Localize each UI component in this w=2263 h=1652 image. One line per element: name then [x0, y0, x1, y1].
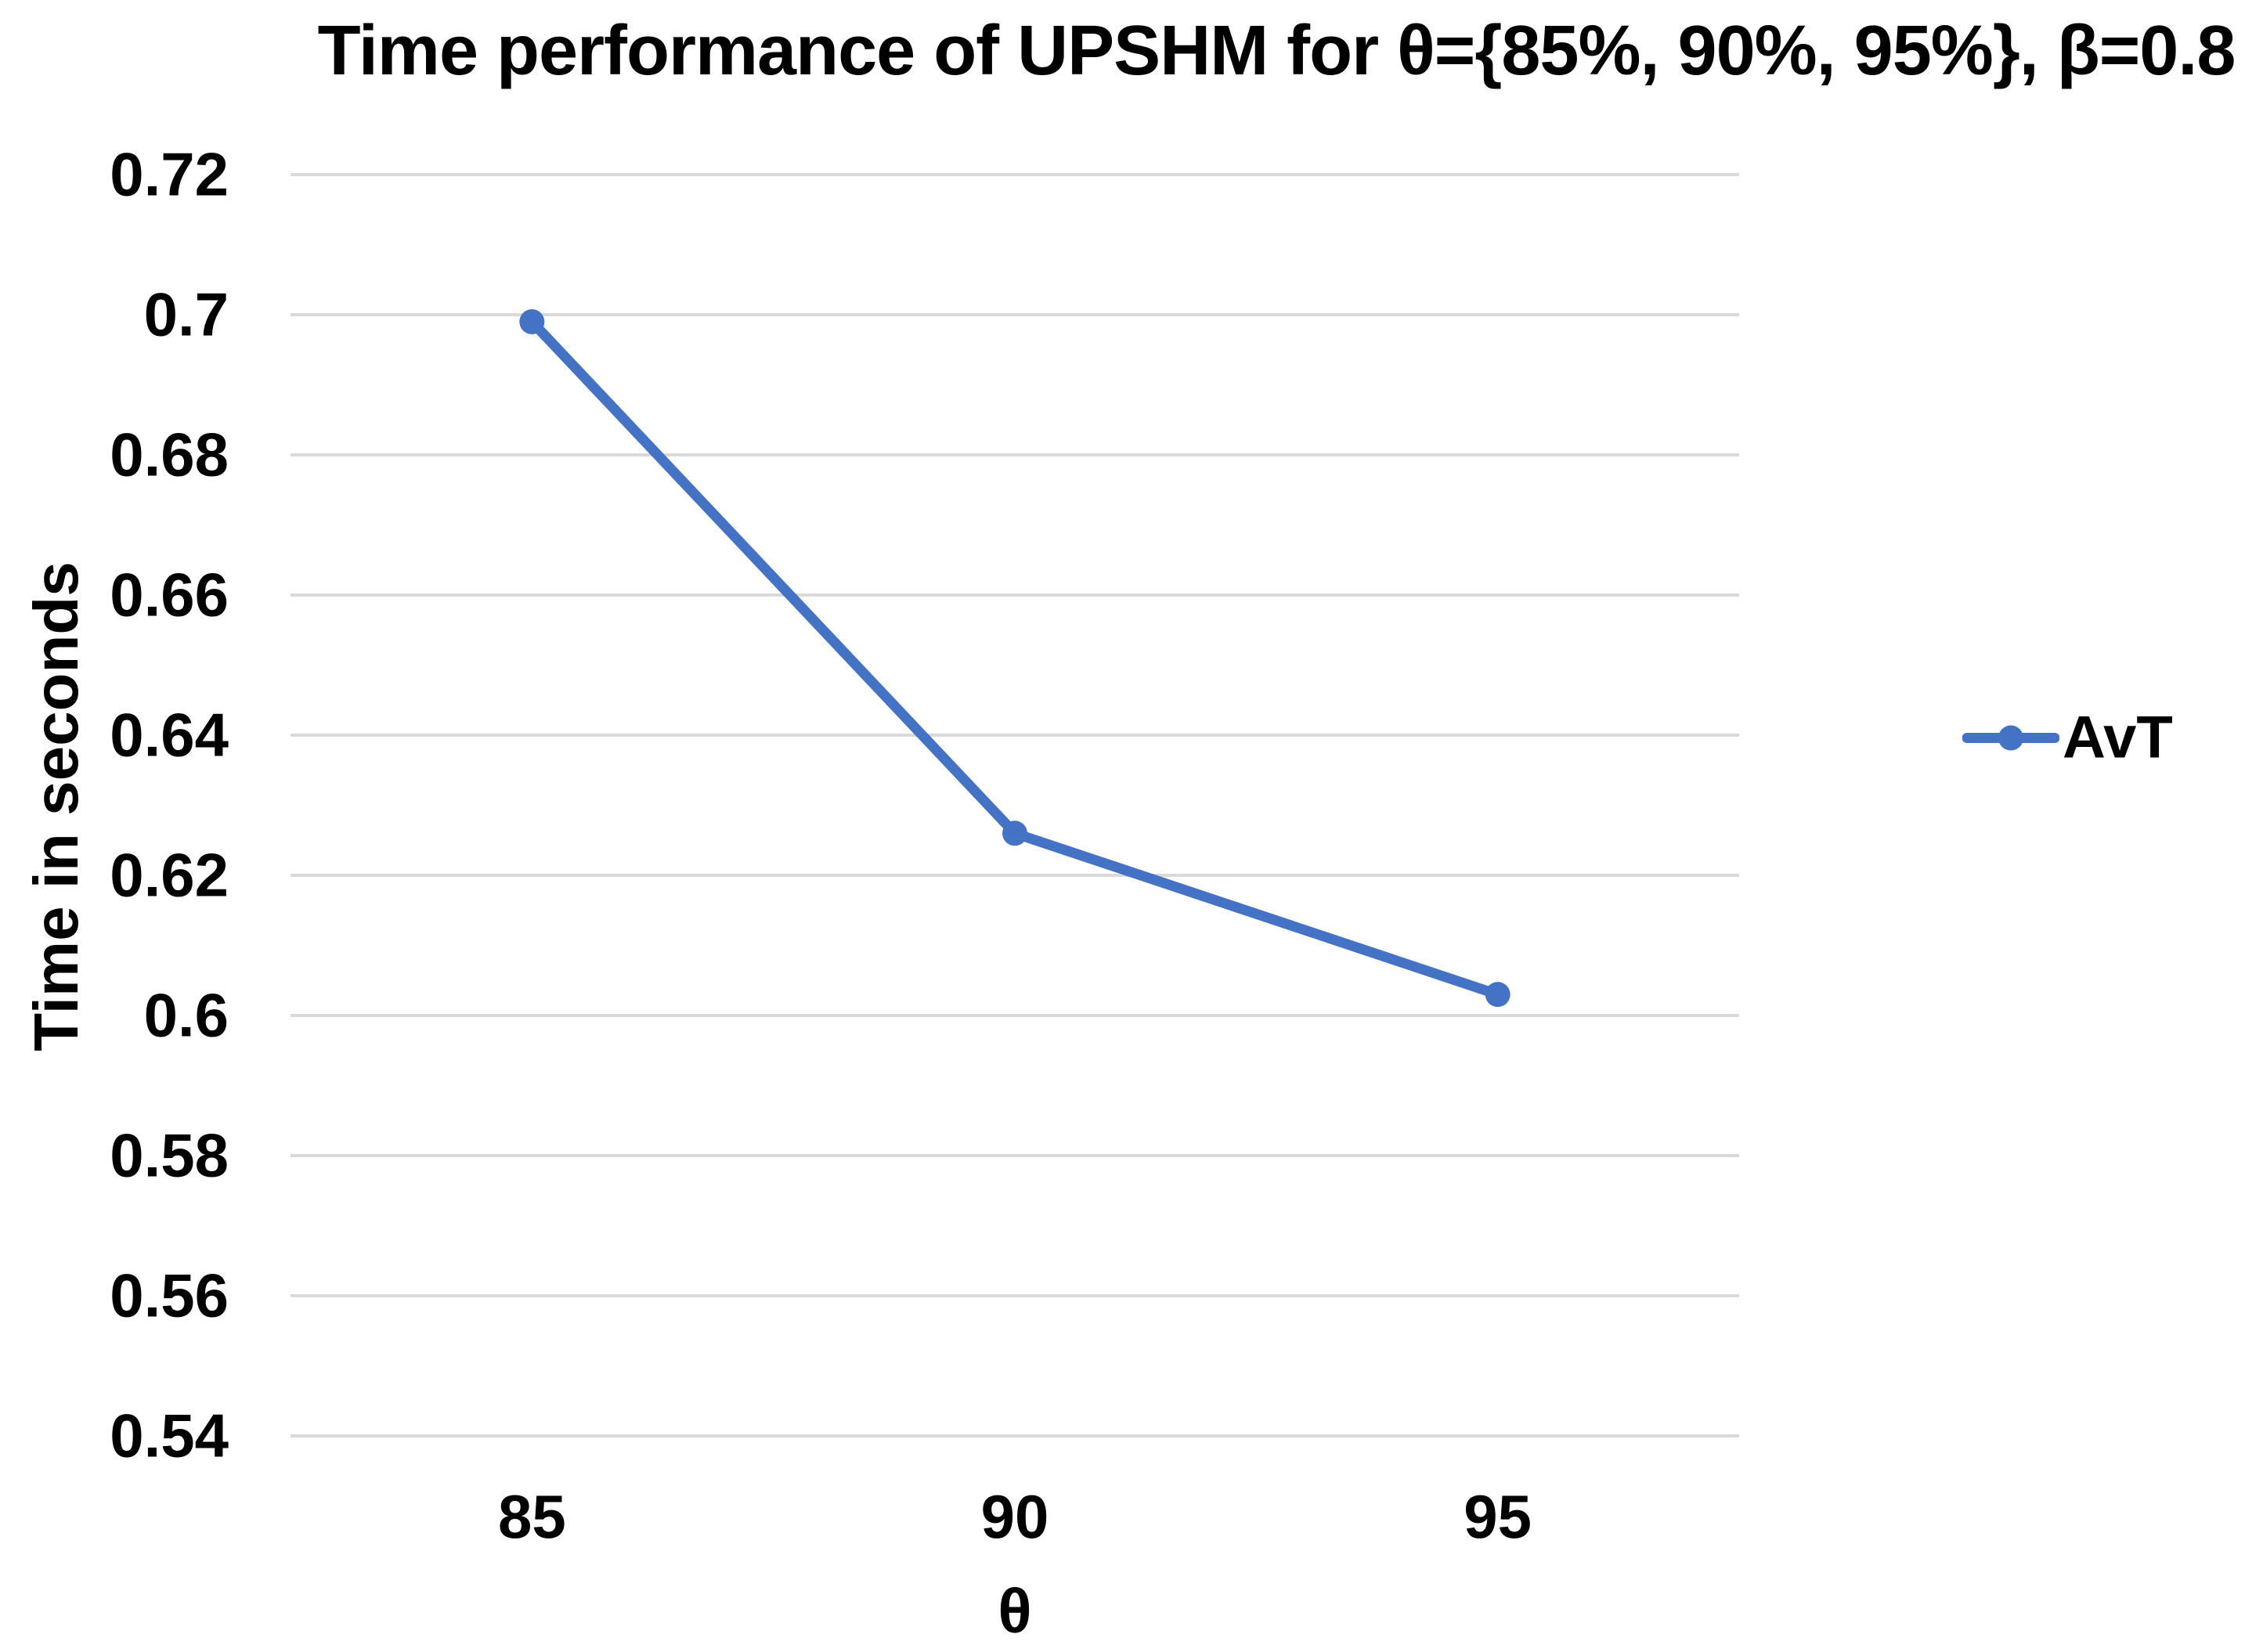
y-tick-label: 0.64	[110, 700, 229, 770]
y-tick-label: 0.72	[110, 139, 229, 209]
y-tick-label: 0.58	[110, 1120, 229, 1190]
x-tick-label: 90	[980, 1482, 1049, 1551]
legend-marker-icon	[1962, 725, 2059, 750]
y-tick-label: 0.62	[110, 840, 229, 910]
y-tick-label: 0.68	[110, 420, 229, 489]
legend: AvT	[1962, 704, 2173, 772]
y-tick-label: 0.56	[110, 1261, 229, 1330]
data-point-marker	[1002, 821, 1027, 846]
chart-title: Time performance of UPSHM for θ={85%, 90…	[317, 12, 2236, 90]
data-point-marker	[519, 308, 545, 334]
y-axis-title: Time in seconds	[21, 561, 91, 1051]
y-tick-label: 0.7	[143, 280, 229, 349]
x-tick-label: 95	[1464, 1482, 1532, 1551]
y-tick-label: 0.6	[143, 980, 229, 1050]
data-point-marker	[1485, 982, 1510, 1008]
series-line	[526, 316, 1503, 1000]
x-tick-label: 85	[497, 1482, 566, 1551]
y-tick-label: 0.66	[110, 560, 229, 629]
x-axis-title: θ	[998, 1576, 1032, 1646]
y-tick-label: 0.54	[110, 1401, 229, 1470]
legend-label: AvT	[2063, 704, 2173, 771]
